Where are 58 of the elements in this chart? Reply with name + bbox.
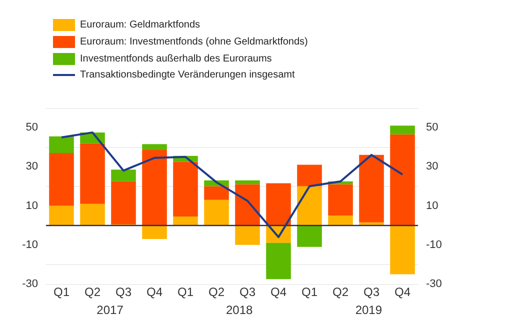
x-tick-label: Q1 (301, 285, 318, 299)
bar (49, 152, 74, 206)
y2-tick-label: 50 (426, 122, 438, 134)
y-tick-label: 10 (26, 200, 38, 212)
bar (266, 242, 291, 280)
x-tick-label: Q1 (177, 285, 194, 299)
bar (142, 225, 167, 240)
text: 2017 (96, 303, 124, 317)
y2-tick-label: 10 (426, 200, 438, 212)
bar (328, 184, 353, 216)
x-tick-label: Q2 (332, 285, 349, 299)
bar (328, 216, 353, 226)
bar (235, 180, 260, 184)
bar (49, 206, 74, 226)
bar (49, 136, 74, 153)
bar (390, 134, 415, 226)
bar (390, 225, 415, 274)
x-tick-label: Q4 (146, 285, 163, 299)
y2-tick-label: -10 (426, 238, 442, 251)
legend-label: Investmentfonds außerhalb des Euroraums (80, 54, 272, 64)
bar (266, 183, 291, 226)
bar (173, 216, 198, 226)
y-tick-label: -30 (22, 278, 38, 290)
bar (359, 154, 384, 222)
x-tick-label: Q4 (270, 285, 287, 299)
bar (80, 143, 105, 204)
legend-label: Euroraum: Geldmarktfonds (80, 20, 200, 30)
y-tick-label: 30 (26, 160, 38, 173)
bar (297, 186, 322, 226)
bar (142, 144, 167, 150)
bar (111, 170, 136, 182)
x-tick-label: Q2 (84, 285, 101, 299)
x-tick-label: Q3 (363, 285, 380, 299)
bar (142, 150, 167, 226)
bar (204, 186, 229, 200)
line-series (60, 131, 404, 238)
x-tick-label: Q3 (239, 285, 256, 299)
bar (235, 184, 260, 226)
bar (111, 181, 136, 224)
x-tick-label: Q4 (394, 285, 411, 299)
y-tick-label: 50 (26, 122, 38, 134)
y2-tick-label: 30 (426, 160, 438, 173)
bar (297, 225, 322, 247)
legend-label: Transaktionsbedingte Veränderungen insgesamt (80, 70, 295, 80)
y2-tick-label: -30 (426, 278, 442, 290)
legend-label: Euroraum: Investmentfonds (ohne Geldmarktfonds) (80, 36, 308, 48)
x-tick-label: Q3 (115, 285, 132, 299)
x-tick-label: Q1 (53, 285, 70, 299)
bar (235, 225, 260, 245)
text: 2018 (226, 303, 254, 317)
bar (80, 204, 105, 226)
bar (173, 162, 198, 217)
bar (204, 200, 229, 226)
x-tick-label: Q2 (208, 285, 225, 299)
bar (390, 126, 415, 134)
text: 2019 (355, 303, 382, 317)
bar (297, 164, 322, 186)
y-tick-label: -10 (22, 238, 38, 251)
